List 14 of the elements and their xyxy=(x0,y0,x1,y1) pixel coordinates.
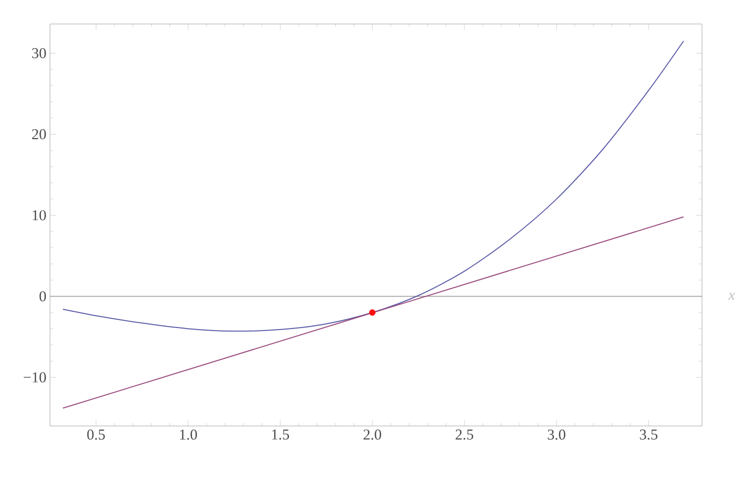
y-tick-label: 0 xyxy=(40,291,46,302)
y-tick-label: −10 xyxy=(24,372,46,382)
x-tick-label: 1.5 xyxy=(272,430,290,440)
y-tick-label: 10 xyxy=(32,210,46,220)
y-tick-label: 20 xyxy=(32,129,46,140)
x-tick-label: 2.0 xyxy=(364,430,382,440)
x-axis-title: x xyxy=(728,292,735,300)
x-tick-label: 3.0 xyxy=(548,430,566,440)
y-tick-label: 30 xyxy=(32,48,46,58)
x-tick-label: 1.0 xyxy=(180,430,197,440)
x-tick-label: 0.5 xyxy=(87,430,105,440)
line-series xyxy=(62,40,684,332)
x-tick-label: 2.5 xyxy=(456,430,474,440)
x-tick-label: 3.5 xyxy=(640,430,658,440)
